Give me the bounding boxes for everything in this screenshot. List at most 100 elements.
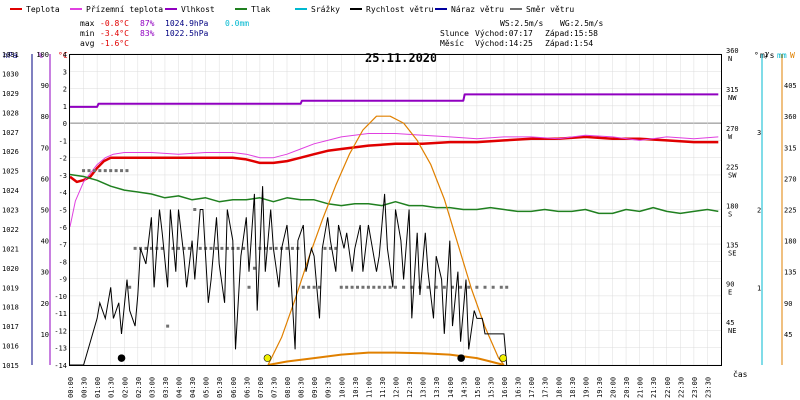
tick-label-time: 12:00 <box>393 377 401 398</box>
tick-label-time: 03:30 <box>162 377 170 398</box>
tick-label-hpa: 1025 <box>2 168 19 176</box>
tick-label-solar: 405 <box>784 82 797 90</box>
tick-label-humidity: 10 <box>41 331 49 339</box>
tick-label-time: 16:00 <box>501 377 509 398</box>
tick-label-temp: -13 <box>54 345 67 353</box>
wind-direction-point <box>182 246 186 250</box>
wind-wg: WG:2.5m/s <box>560 19 604 28</box>
tick-label-humidity: 100 <box>36 51 49 59</box>
legend-label: Směr větru <box>526 5 574 14</box>
tick-label-solar: 270 <box>784 175 797 183</box>
wind-direction-point <box>467 285 471 289</box>
legend-label: Srážky <box>311 5 340 14</box>
tick-label-time: 20:30 <box>623 377 631 398</box>
tick-label-hpa: 1021 <box>2 245 19 253</box>
tick-label-time: 09:30 <box>325 377 333 398</box>
tick-label-hpa: 1016 <box>2 343 19 351</box>
wind-direction-point <box>475 285 479 289</box>
wind-direction-point <box>160 246 164 250</box>
tick-label-direction: 225 <box>726 164 739 172</box>
legend-label: Rychlost větru <box>366 5 434 14</box>
moon-label: Měsíc <box>440 39 464 48</box>
tick-label-solar: 180 <box>784 238 797 246</box>
unit-ms: m/s <box>760 51 775 60</box>
plot-area <box>69 93 719 366</box>
stat-min-temp: -3.4°C <box>100 29 129 38</box>
wind-direction-point <box>434 285 438 289</box>
wind-direction-point <box>328 246 332 250</box>
wind-direction-point <box>109 169 113 173</box>
tick-label-direction-name: S <box>728 211 732 219</box>
wind-direction-point <box>450 285 454 289</box>
tick-label-temp: -11 <box>54 310 67 318</box>
wind-ws: WS:2.5m/s <box>500 19 544 28</box>
tick-label-direction: 45 <box>726 319 734 327</box>
tick-label-time: 14:00 <box>447 377 455 398</box>
wind-direction-point <box>394 285 397 289</box>
wind-direction-point <box>350 285 354 289</box>
series-line <box>69 135 719 184</box>
tick-label-hpa: 1018 <box>2 304 19 312</box>
tick-label-time: 23:00 <box>691 377 699 398</box>
wind-direction-point <box>483 285 487 289</box>
legend-label: Přízemní teplota <box>86 5 163 14</box>
tick-label-temp: -2 <box>59 155 67 163</box>
moon-rise: Východ:14:25 <box>475 39 533 48</box>
tick-label-direction-name: SE <box>728 249 736 257</box>
tick-label-temp: 4 <box>63 51 67 59</box>
tick-label-solar: 135 <box>784 269 797 277</box>
tick-label-wind: 1 <box>757 284 761 292</box>
tick-label-temp: -7 <box>59 241 67 249</box>
tick-label-humidity: 50 <box>41 207 49 215</box>
series-line <box>70 93 719 108</box>
wind-direction-point <box>87 169 91 173</box>
tick-label-humidity: 60 <box>41 175 49 183</box>
tick-label-time: 07:30 <box>270 377 278 398</box>
tick-label-direction-name: N <box>728 55 732 63</box>
tick-label-time: 19:30 <box>596 377 604 398</box>
tick-label-time: 13:00 <box>420 377 428 398</box>
wind-direction-point <box>242 246 246 250</box>
wind-speed-line <box>70 186 508 366</box>
tick-label-time: 18:00 <box>555 377 563 398</box>
axes: -14-13-12-11-10-9-8-7-6-5-4-3-2-10123400… <box>2 47 797 398</box>
stat-avg-label: avg <box>80 39 95 48</box>
wind-direction-point <box>247 285 251 289</box>
tick-label-direction: 270 <box>726 125 739 133</box>
tick-label-hpa: 1023 <box>2 207 19 215</box>
wind-direction-point <box>499 285 503 289</box>
tick-label-time: 10:00 <box>338 377 346 398</box>
stat-min-label: min <box>80 29 95 38</box>
wind-direction-point <box>214 246 218 250</box>
tick-label-temp: -14 <box>54 362 67 370</box>
wind-direction-point <box>92 169 96 173</box>
wind-direction-point <box>133 246 137 250</box>
tick-label-direction: 90 <box>726 280 734 288</box>
marker-moonset <box>117 354 126 362</box>
tick-label-time: 23:30 <box>704 377 712 398</box>
series-line <box>69 133 719 227</box>
marker-sunset <box>499 354 507 362</box>
stats-block: max -0.8°C 87% 1024.9hPa 0.0mm min -3.4°… <box>80 19 604 48</box>
tick-label-time: 06:30 <box>243 377 251 398</box>
tick-label-time: 21:30 <box>650 377 658 398</box>
wind-direction-point <box>410 285 414 289</box>
tick-label-solar: 315 <box>784 144 797 152</box>
wind-direction-point <box>252 266 256 270</box>
wind-direction-point <box>177 246 180 250</box>
wind-direction-point <box>82 169 86 173</box>
tick-label-temp: 2 <box>63 86 67 94</box>
legend: Teplota Přízemní teplota Vlhkost Tlak Srážky… <box>10 5 574 14</box>
tick-label-humidity: 40 <box>41 238 49 246</box>
tick-label-direction: 315 <box>726 86 739 94</box>
wind-direction-point <box>187 246 191 250</box>
tick-label-temp: -3 <box>59 172 67 180</box>
wind-direction-point <box>505 285 509 289</box>
tick-label-humidity: 90 <box>41 82 49 90</box>
tick-label-time: 15:30 <box>487 377 495 398</box>
tick-label-time: 13:30 <box>433 377 441 398</box>
tick-label-temp: -6 <box>59 224 67 232</box>
stat-min-hum: 83% <box>140 29 155 38</box>
wind-direction-point <box>120 169 124 173</box>
wind-direction-point <box>128 285 132 289</box>
